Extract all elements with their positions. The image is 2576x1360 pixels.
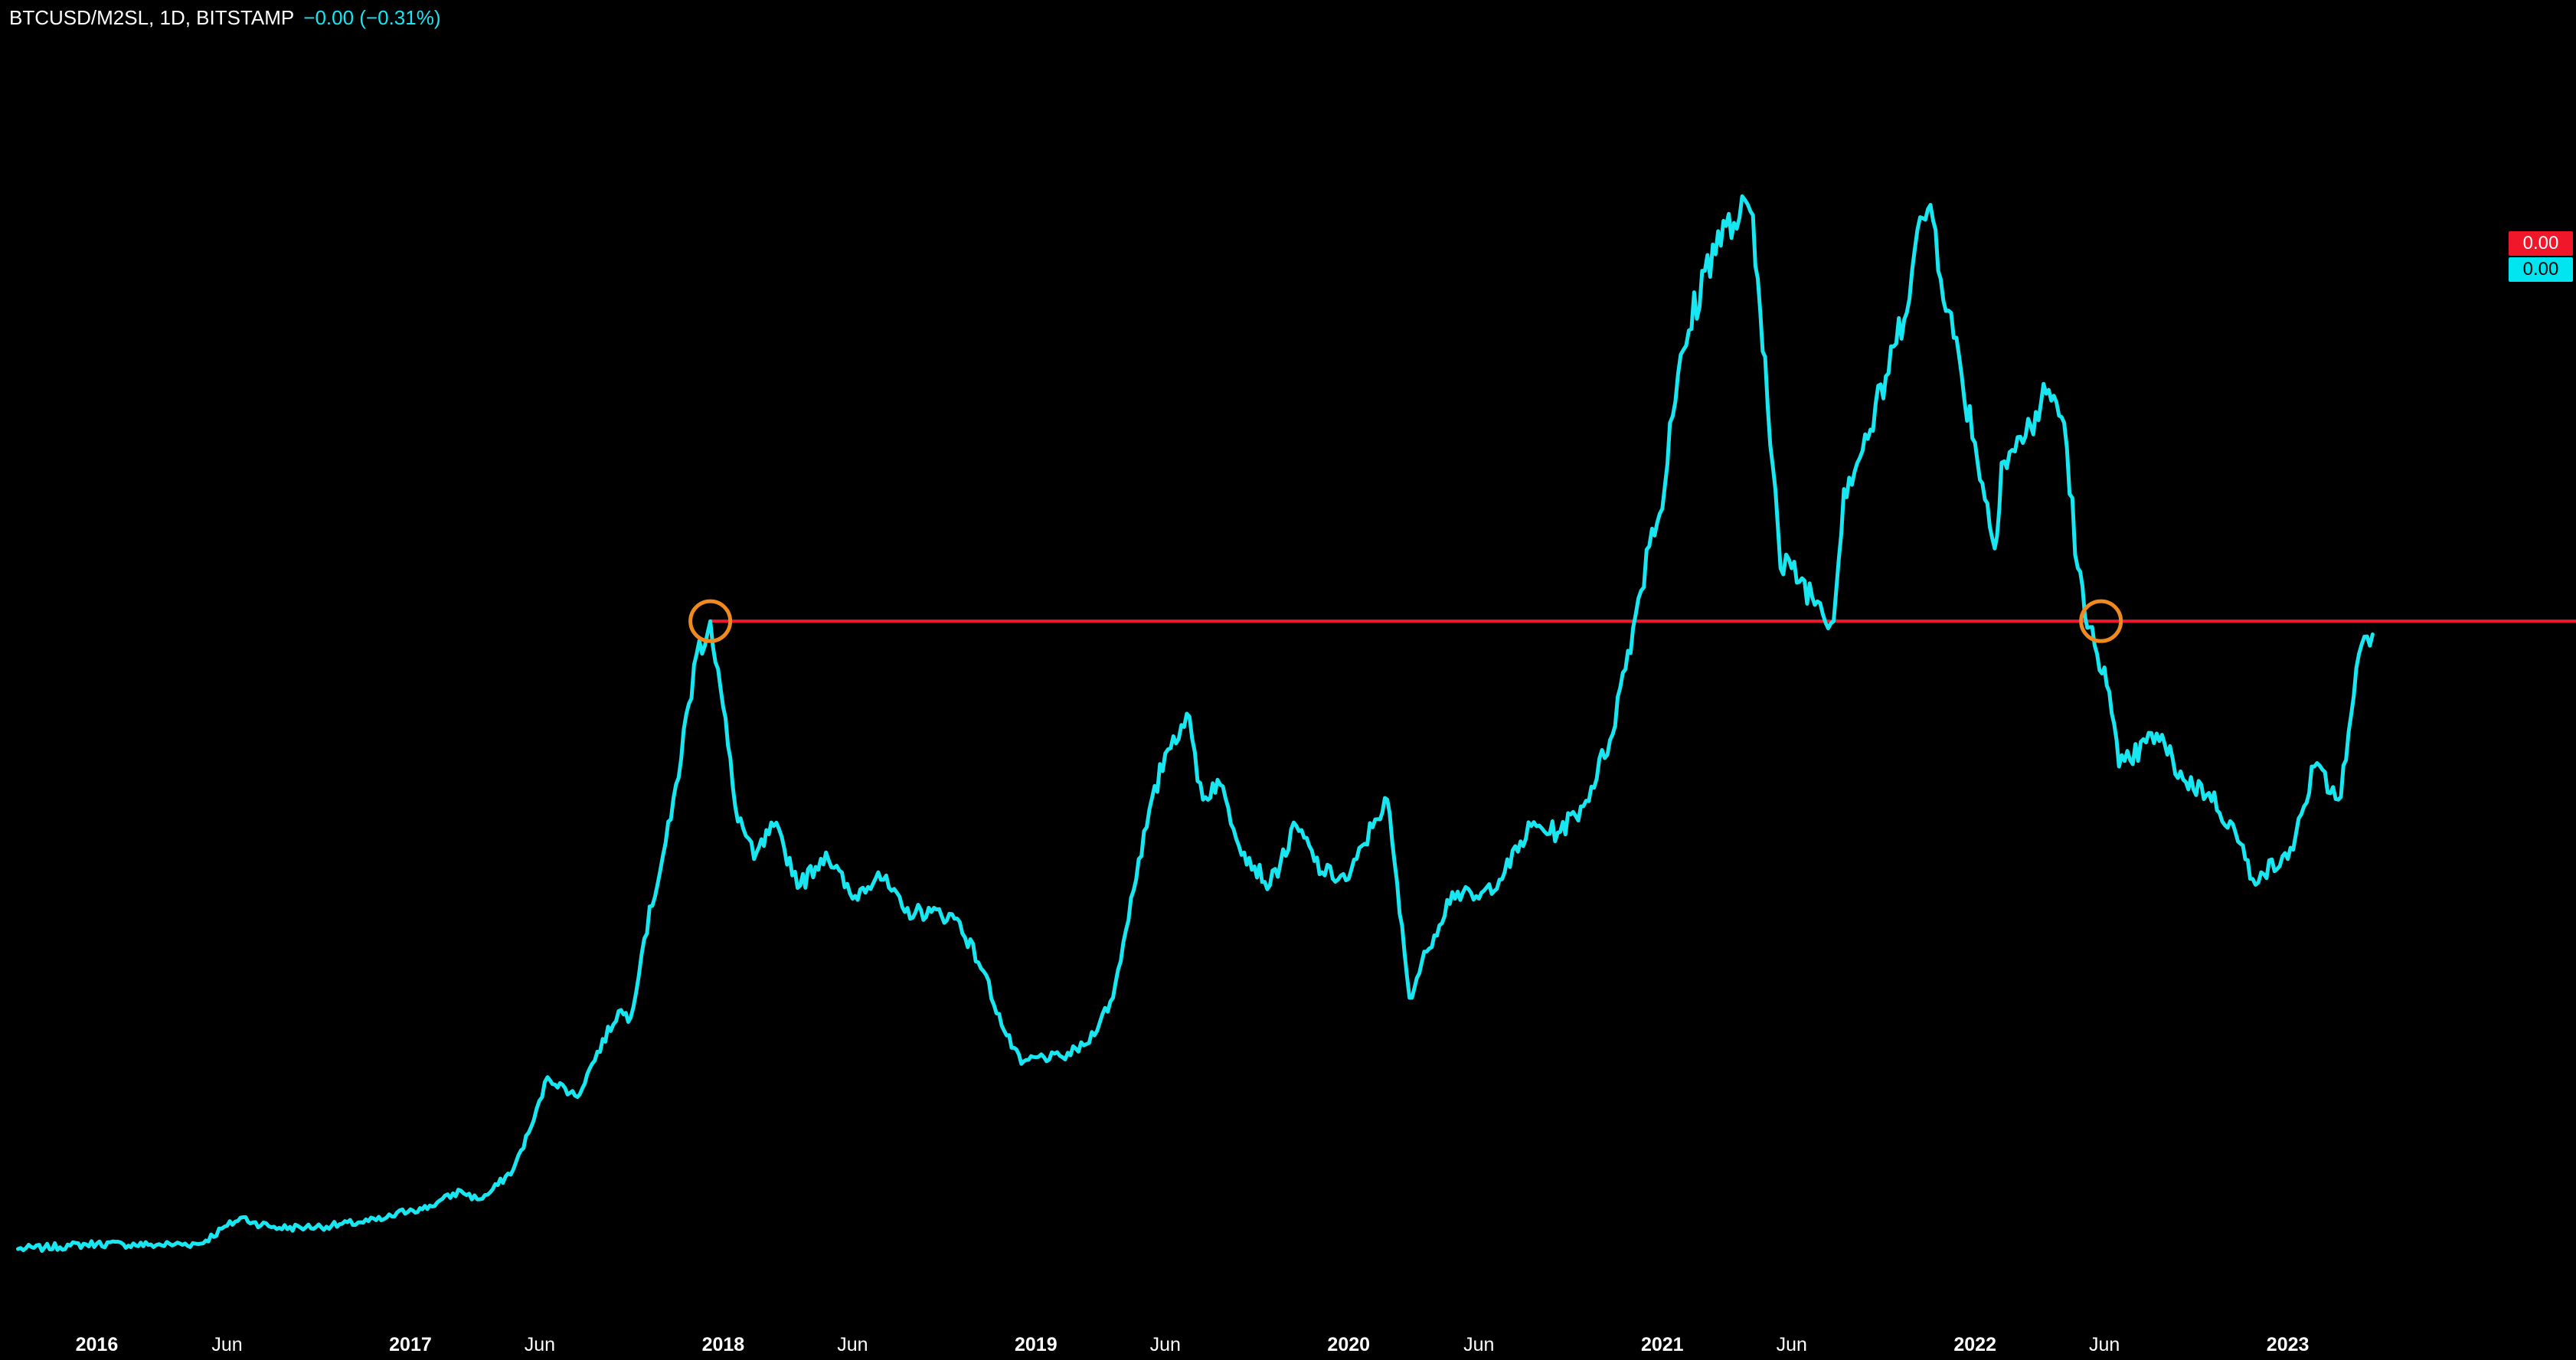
circle-marker-2 [2079,599,2123,643]
x-tick-label: Jun [211,1334,242,1355]
x-tick-label: 2023 [2267,1334,2310,1355]
x-tick-label: 2019 [1015,1334,1058,1355]
x-tick-label: 2016 [76,1334,119,1355]
x-tick-label: Jun [1150,1334,1181,1355]
x-tick-label: Jun [525,1334,555,1355]
x-tick-label: 2017 [389,1334,432,1355]
x-tick-label: 2021 [1641,1334,1684,1355]
change-value: −0.00 (−0.31%) [303,6,441,29]
x-axis: 2016 Jun 2017 Jun 2018 Jun 2019 Jun 2020 Jun 2021 J… [76,1334,2310,1355]
last-price-tag[interactable]: 0.00 [2509,257,2573,282]
symbol-label[interactable]: BTCUSD/M2SL, 1D, BITSTAMP [9,6,295,29]
series-line [16,194,2375,1253]
x-tick-label: 2022 [1953,1334,1996,1355]
circle-marker-1 [688,599,733,643]
x-tick-label: Jun [2089,1334,2120,1355]
x-tick-label: 2018 [702,1334,745,1355]
series-layer [16,194,2375,1253]
x-tick-label: Jun [1777,1334,1807,1355]
circle-marker-layer [688,599,2123,643]
x-tick-label: Jun [837,1334,868,1355]
chart-legend[interactable]: BTCUSD/M2SL, 1D, BITSTAMP −0.00 (−0.31%) [9,6,441,29]
x-tick-label: Jun [1463,1334,1494,1355]
horizontal-line-price-tag[interactable]: 0.00 [2509,231,2573,256]
x-tick-label: 2020 [1327,1334,1370,1355]
